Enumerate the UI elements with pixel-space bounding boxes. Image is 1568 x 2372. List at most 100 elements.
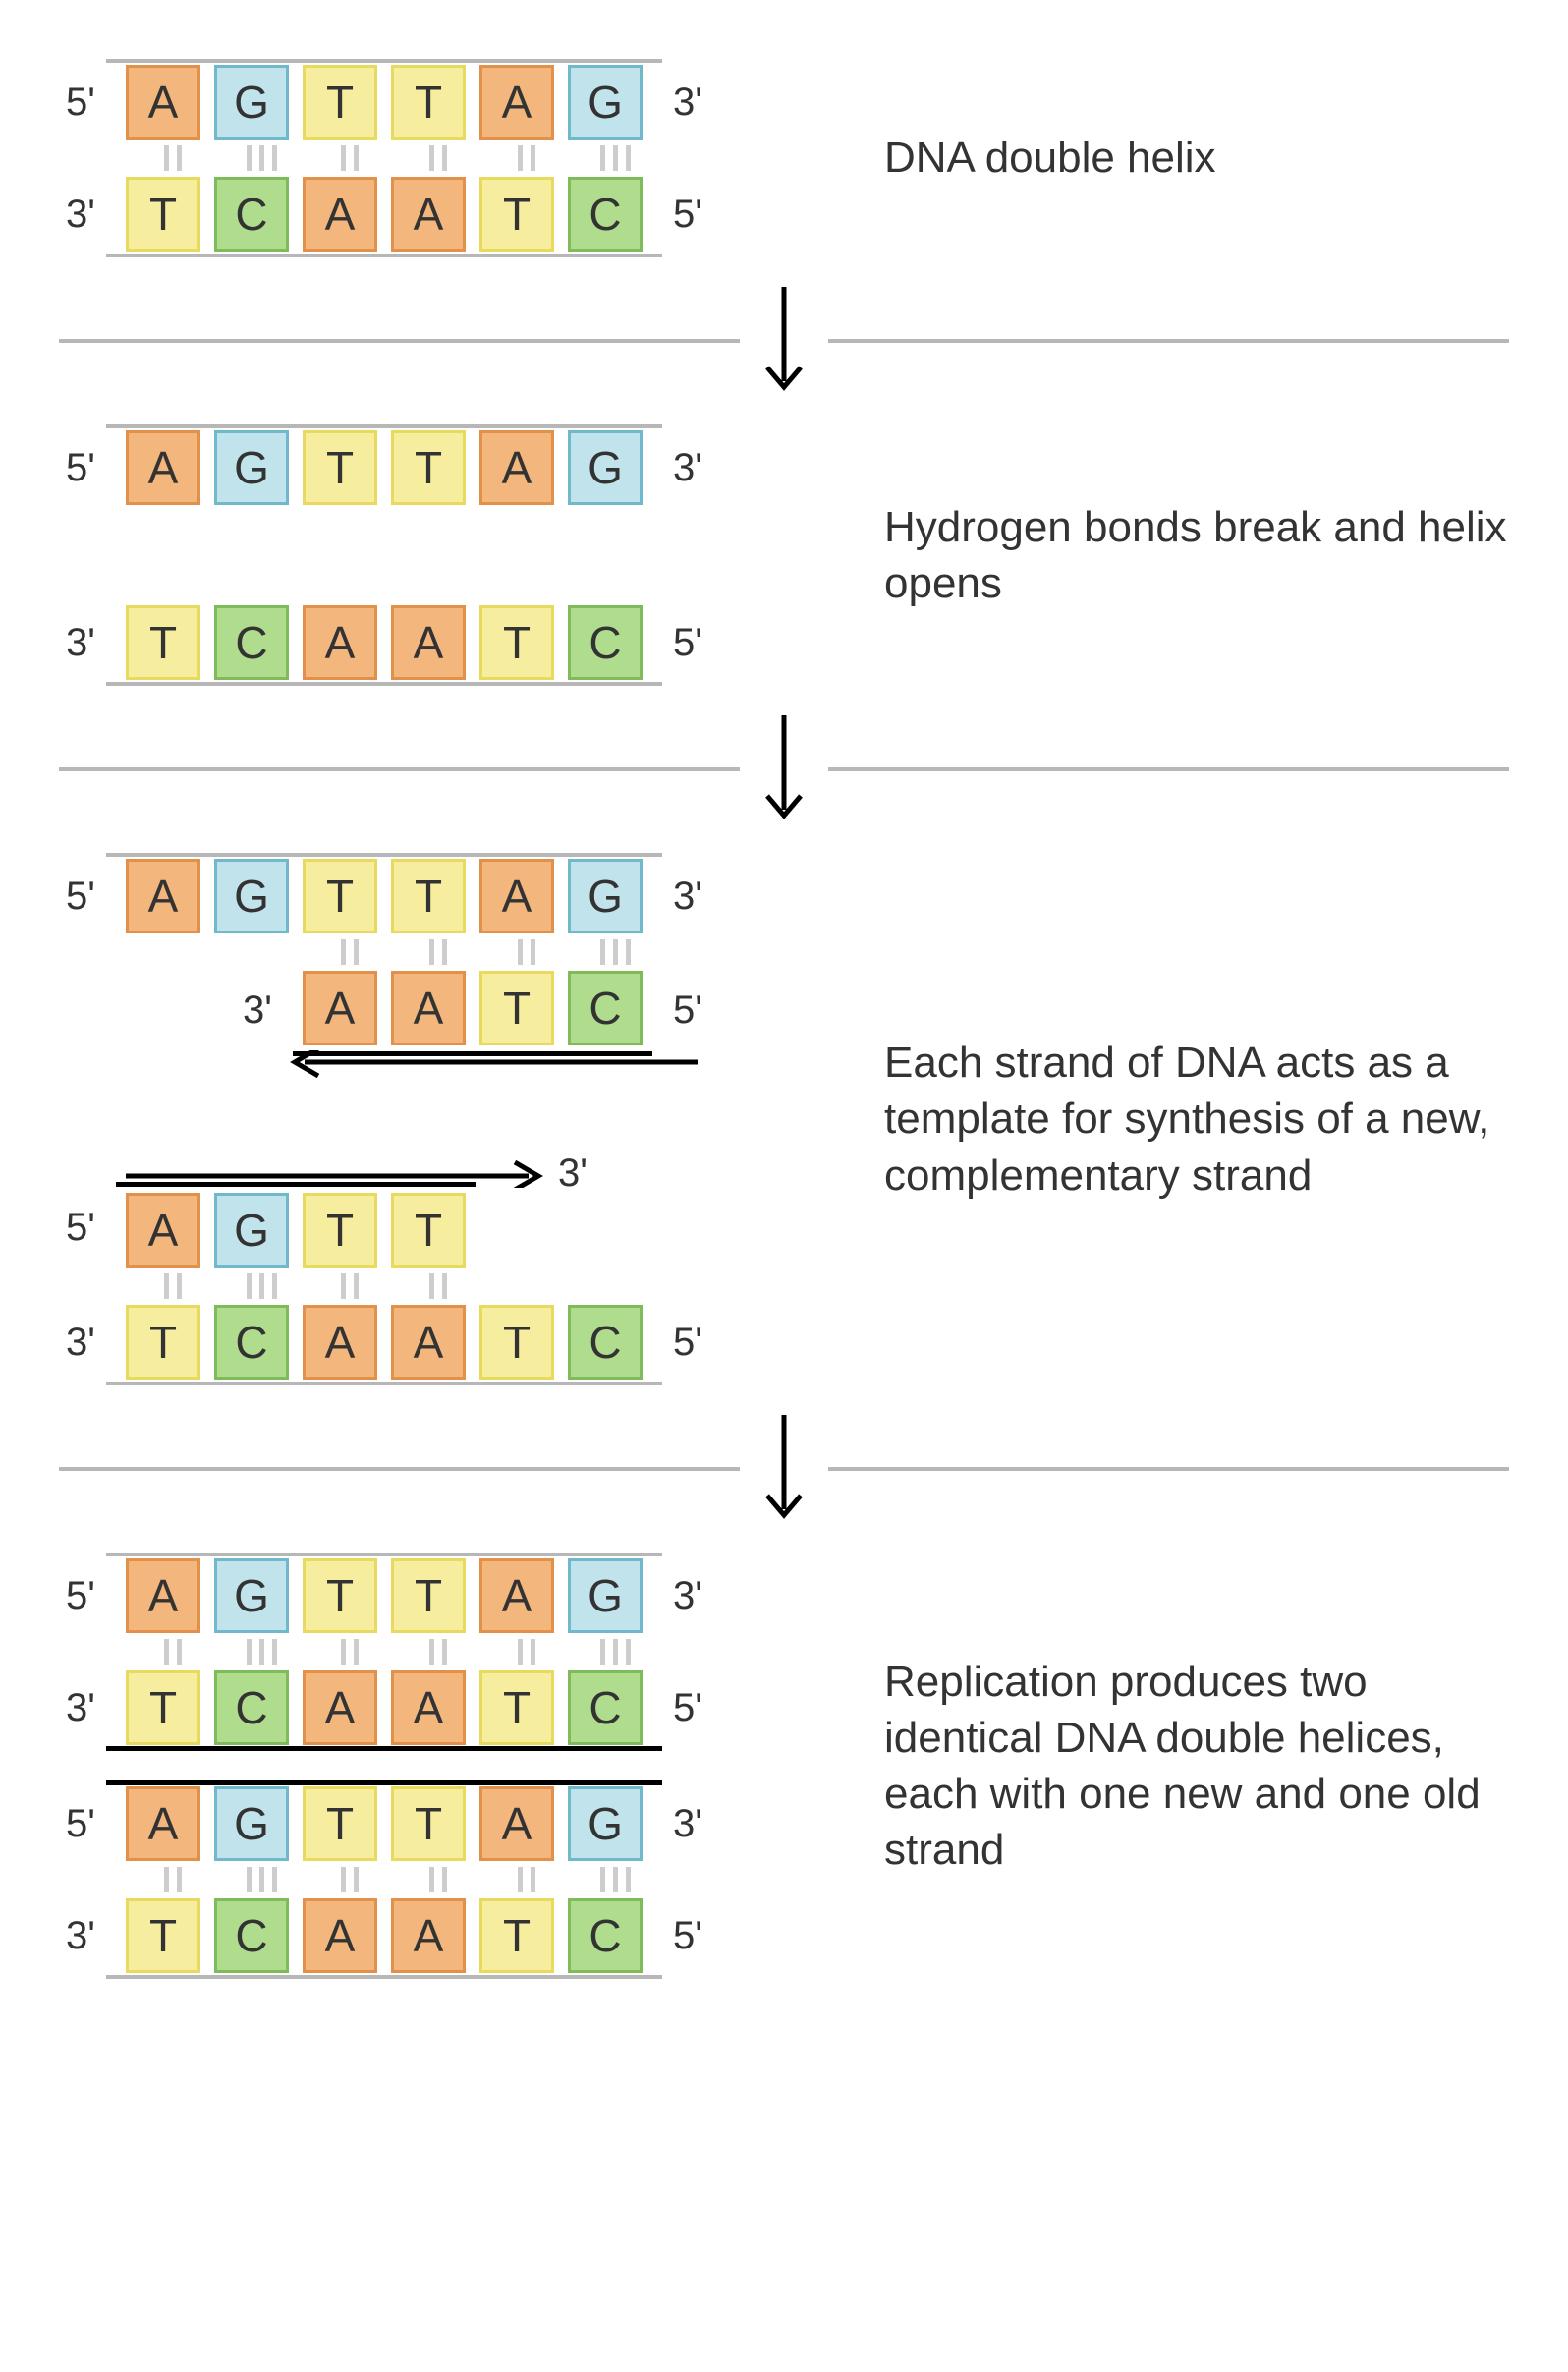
nucleotide-C: C (568, 177, 643, 252)
bond-tick (429, 145, 434, 171)
nucleotide-A: A (126, 65, 200, 140)
bond-cell (136, 1639, 210, 1665)
nucleotide-C: C (568, 1305, 643, 1380)
stage-1-diagram: 5' AGTTAG 3' 3' TCAATC 5' (59, 59, 825, 257)
end-label-3prime: 3' (59, 621, 102, 665)
nucleotide-T: T (303, 1193, 377, 1268)
bond-cell (489, 1867, 564, 1892)
base-sequence-bottom: TCAATC (116, 1665, 652, 1751)
stage-1-caption: DNA double helix (884, 130, 1509, 186)
end-label-5prime: 5' (666, 1914, 709, 1958)
nucleotide-A: A (126, 430, 200, 505)
nucleotide-A: A (126, 1193, 200, 1268)
nucleotide-G: G (214, 430, 289, 505)
down-arrow-icon (759, 287, 809, 395)
bond-cell (401, 1639, 476, 1665)
down-arrow-icon (759, 1415, 809, 1523)
stage-4: 5' AGTTAG 3' 3' TCAATC 5' 5' AGTTAG 3' 3… (59, 1553, 1509, 1979)
bond-cell (224, 145, 299, 171)
end-label-3prime: 3' (59, 1321, 102, 1365)
base-sequence-new: AATC (293, 965, 652, 1056)
bond-tick (247, 1639, 252, 1665)
bond-tick (164, 1273, 169, 1299)
bond-cell (224, 1639, 299, 1665)
bond-tick (259, 1639, 264, 1665)
nucleotide-A: A (126, 1786, 200, 1861)
bond-tick (613, 1867, 618, 1892)
nucleotide-A: A (391, 605, 466, 680)
bond-tick (442, 1867, 447, 1892)
bond-tick (164, 145, 169, 171)
bond-tick (442, 939, 447, 965)
end-label-5prime: 5' (666, 621, 709, 665)
nucleotide-A: A (391, 971, 466, 1045)
nucleotide-T: T (479, 1898, 554, 1973)
top-strand: 5' AGTTAG 3' (59, 424, 825, 511)
bond-cell (578, 939, 652, 965)
bond-tick (531, 145, 535, 171)
separator-line (59, 767, 740, 771)
end-label-3prime: 3' (666, 875, 709, 919)
bond-tick (354, 1867, 359, 1892)
separator-3 (59, 1415, 1509, 1523)
nucleotide-A: A (303, 971, 377, 1045)
bond-tick (429, 939, 434, 965)
bond-tick (613, 145, 618, 171)
bond-tick (164, 1867, 169, 1892)
new-strand-top: 3' AATC 5' (236, 965, 825, 1056)
bond-tick (354, 145, 359, 171)
nucleotide-T: T (126, 1305, 200, 1380)
bond-tick (518, 1639, 523, 1665)
nucleotide-C: C (568, 971, 643, 1045)
nucleotide-G: G (214, 65, 289, 140)
bond-cell (136, 939, 210, 965)
end-label-5prime: 5' (59, 1574, 102, 1618)
nucleotide-T: T (126, 605, 200, 680)
nucleotide-T: T (303, 65, 377, 140)
stage-2-caption: Hydrogen bonds break and helix opens (884, 499, 1509, 611)
end-label-5prime: 5' (666, 1686, 709, 1730)
bond-tick (626, 939, 631, 965)
nucleotide-G: G (568, 859, 643, 933)
base-sequence-top: AGTTAG (116, 853, 652, 939)
bond-tick (341, 1867, 346, 1892)
bond-tick (177, 1867, 182, 1892)
nucleotide-G: G (568, 430, 643, 505)
bond-cell (489, 1639, 564, 1665)
separator-line (828, 339, 1509, 343)
bond-cell (312, 1273, 387, 1299)
bond-cell (224, 939, 299, 965)
bond-tick (442, 1273, 447, 1299)
bond-cell (401, 1867, 476, 1892)
group-gap (59, 1090, 825, 1149)
nucleotide-C: C (568, 605, 643, 680)
stage-3: 5' AGTTAG 3' 3' AATC 5' 3' 5' AGTT . 3' (59, 853, 1509, 1385)
nucleotide-A: A (391, 1305, 466, 1380)
nucleotide-C: C (214, 1305, 289, 1380)
hydrogen-bonds-partial (126, 939, 825, 965)
bond-tick (613, 939, 618, 965)
nucleotide-T: T (479, 177, 554, 252)
hydrogen-bonds (126, 1867, 825, 1892)
bond-tick (429, 1273, 434, 1299)
separator-line (828, 1467, 1509, 1471)
end-label-5prime: 5' (59, 446, 102, 490)
bond-tick (600, 145, 605, 171)
bond-cell (578, 1639, 652, 1665)
separator-line (59, 1467, 740, 1471)
stage-4-caption: Replication produces two identical DNA d… (884, 1654, 1509, 1879)
nucleotide-A: A (126, 859, 200, 933)
bond-tick (259, 1867, 264, 1892)
separator-line (828, 767, 1509, 771)
bond-cell (312, 145, 387, 171)
bond-tick (247, 1867, 252, 1892)
base-sequence-top: AGTTAG (116, 59, 652, 145)
bond-tick (259, 145, 264, 171)
bond-cell (136, 1867, 210, 1892)
nucleotide-A: A (479, 430, 554, 505)
separator-2 (59, 715, 1509, 823)
base-sequence-top: AGTTAG (116, 1553, 652, 1639)
end-label-3prime: 3' (59, 1686, 102, 1730)
bond-tick (626, 1867, 631, 1892)
bond-tick (429, 1639, 434, 1665)
